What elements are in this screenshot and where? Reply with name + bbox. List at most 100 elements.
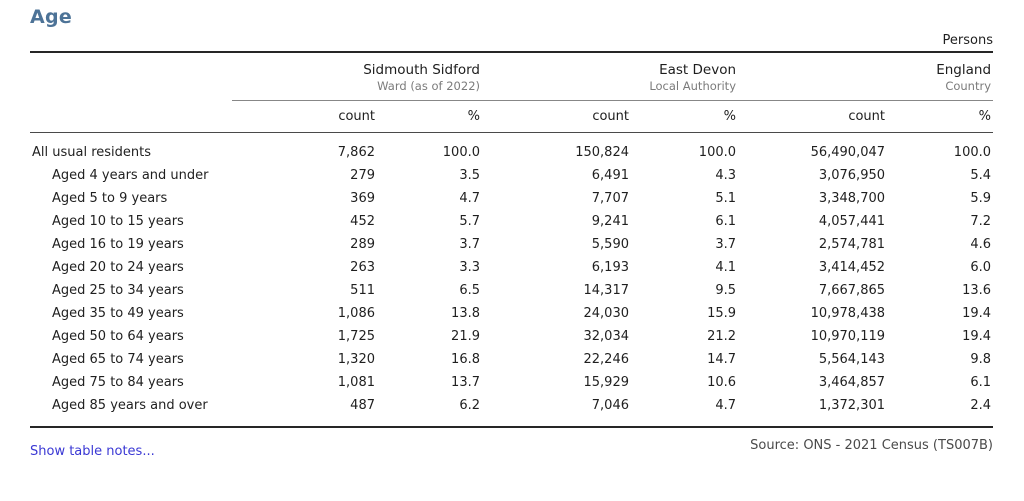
age-table-widget: Age Persons Sidmouth Sidford Ward (as of… [0, 6, 1024, 472]
row-label: Aged 5 to 9 years [52, 191, 168, 207]
row-label: Aged 10 to 15 years [52, 214, 184, 230]
table-cell: 9.8 [970, 352, 992, 368]
group-name: East Devon [659, 62, 737, 78]
table-cell: 15,929 [583, 375, 630, 391]
table-cell: 3,348,700 [818, 191, 886, 207]
table-cell: 1,725 [337, 329, 375, 345]
row-label: Aged 65 to 74 years [52, 352, 184, 368]
row-label: Aged 4 years and under [52, 168, 209, 184]
table-cell: 3,414,452 [818, 260, 886, 276]
table-cell: 10.6 [707, 375, 737, 391]
table-cell: 7,046 [591, 398, 629, 414]
row-label: Aged 85 years and over [52, 398, 208, 414]
table-cell: 24,030 [583, 306, 630, 322]
table-cell: 3,076,950 [818, 168, 886, 184]
table-row: Aged 10 to 15 years 452 5.7 9,241 6.1 4,… [30, 210, 993, 233]
table-cell: 16.8 [451, 352, 480, 368]
table-cell: 3,464,857 [818, 375, 886, 391]
table-footer: Show table notes... Source: ONS - 2021 C… [30, 428, 993, 472]
table-cell: 6.0 [970, 260, 992, 276]
table-row: Aged 4 years and under 279 3.5 6,491 4.3… [30, 164, 993, 187]
column-group-header-row: Sidmouth Sidford Ward (as of 2022) East … [30, 52, 994, 102]
table-cell: 6.1 [970, 375, 992, 391]
header-count: count [738, 100, 888, 134]
page-title: Age [30, 6, 73, 28]
table-row: Aged 75 to 84 years 1,081 13.7 15,929 10… [30, 371, 993, 394]
table-cell: 3.5 [459, 168, 480, 184]
table-row: Aged 5 to 9 years 369 4.7 7,707 5.1 3,34… [30, 187, 993, 210]
header-count: count [232, 100, 377, 134]
col-group-england: England Country [738, 52, 994, 102]
table-cell: 5.4 [970, 168, 992, 184]
table-cell: 9,241 [591, 214, 629, 230]
table-cell: 6.2 [459, 398, 480, 414]
table-cell: 5.7 [459, 214, 480, 230]
table-cell: 452 [350, 214, 375, 230]
table-cell: 7,862 [337, 145, 375, 161]
show-table-notes-link[interactable]: Show table notes... [30, 444, 155, 460]
table-cell: 263 [350, 260, 375, 276]
table-cell: 5.9 [970, 191, 992, 207]
table-cell: 4.6 [970, 237, 992, 253]
table-cell: 32,034 [583, 329, 630, 345]
row-label: Aged 25 to 34 years [52, 283, 184, 299]
table-cell: 4.1 [715, 260, 737, 276]
unit-label: Persons [942, 33, 993, 48]
table-cell: 4.7 [459, 191, 480, 207]
table-cell: 6.1 [715, 214, 737, 230]
header-percent: % [631, 100, 739, 134]
group-subtitle: Ward (as of 2022) [377, 78, 480, 93]
table-cell: 15.9 [707, 306, 737, 322]
table-cell: 3.3 [459, 260, 480, 276]
table-cell: 511 [350, 283, 375, 299]
group-subtitle: Local Authority [649, 78, 737, 93]
table-row: Aged 50 to 64 years 1,725 21.9 32,034 21… [30, 325, 993, 348]
header-percent: % [377, 100, 482, 134]
table-cell: 6,193 [591, 260, 629, 276]
empty-corner-cell [30, 100, 232, 134]
table-cell: 1,086 [337, 306, 375, 322]
table-cell: 1,372,301 [818, 398, 886, 414]
table-cell: 9.5 [715, 283, 737, 299]
row-label: Aged 20 to 24 years [52, 260, 184, 276]
table-cell: 487 [350, 398, 375, 414]
table-cell: 3.7 [459, 237, 480, 253]
table-cell: 5,590 [591, 237, 629, 253]
source-label: Source: ONS - 2021 Census (TS007B) [750, 438, 993, 454]
table-cell: 3.7 [715, 237, 737, 253]
table-cell: 289 [350, 237, 375, 253]
row-label: Aged 16 to 19 years [52, 237, 184, 253]
table-row: Aged 16 to 19 years 289 3.7 5,590 3.7 2,… [30, 233, 993, 256]
table-cell: 4.7 [715, 398, 737, 414]
header-percent: % [887, 100, 994, 134]
table-cell: 2,574,781 [818, 237, 886, 253]
table-cell: 6,491 [591, 168, 629, 184]
table-cell: 150,824 [575, 145, 629, 161]
table-cell: 19.4 [962, 306, 992, 322]
sub-header-row: count % count % count % [30, 100, 994, 134]
table-row: Aged 25 to 34 years 511 6.5 14,317 9.5 7… [30, 279, 993, 302]
table-cell: 10,978,438 [810, 306, 886, 322]
empty-corner-cell [30, 52, 232, 101]
table-cell: 14.7 [707, 352, 737, 368]
table-cell: 22,246 [583, 352, 630, 368]
table-cell: 5,564,143 [818, 352, 886, 368]
table-cell: 13.7 [451, 375, 480, 391]
table-cell: 13.8 [451, 306, 480, 322]
row-label: All usual residents [32, 145, 152, 161]
table-cell: 14,317 [583, 283, 630, 299]
table-row: All usual residents 7,862 100.0 150,824 … [30, 133, 993, 165]
table-cell: 100.0 [953, 145, 992, 161]
row-label: Aged 50 to 64 years [52, 329, 184, 345]
table-cell: 1,081 [337, 375, 375, 391]
table-row: Aged 35 to 49 years 1,086 13.8 24,030 15… [30, 302, 993, 325]
group-name: Sidmouth Sidford [363, 62, 480, 78]
header-count: count [482, 100, 631, 134]
table-cell: 21.9 [451, 329, 480, 345]
table-row: Aged 65 to 74 years 1,320 16.8 22,246 14… [30, 348, 993, 371]
table-cell: 10,970,119 [810, 329, 886, 345]
age-table: Sidmouth Sidford Ward (as of 2022) East … [30, 51, 994, 429]
table-cell: 279 [350, 168, 375, 184]
table-row: Aged 20 to 24 years 263 3.3 6,193 4.1 3,… [30, 256, 993, 279]
table-cell: 4,057,441 [818, 214, 886, 230]
